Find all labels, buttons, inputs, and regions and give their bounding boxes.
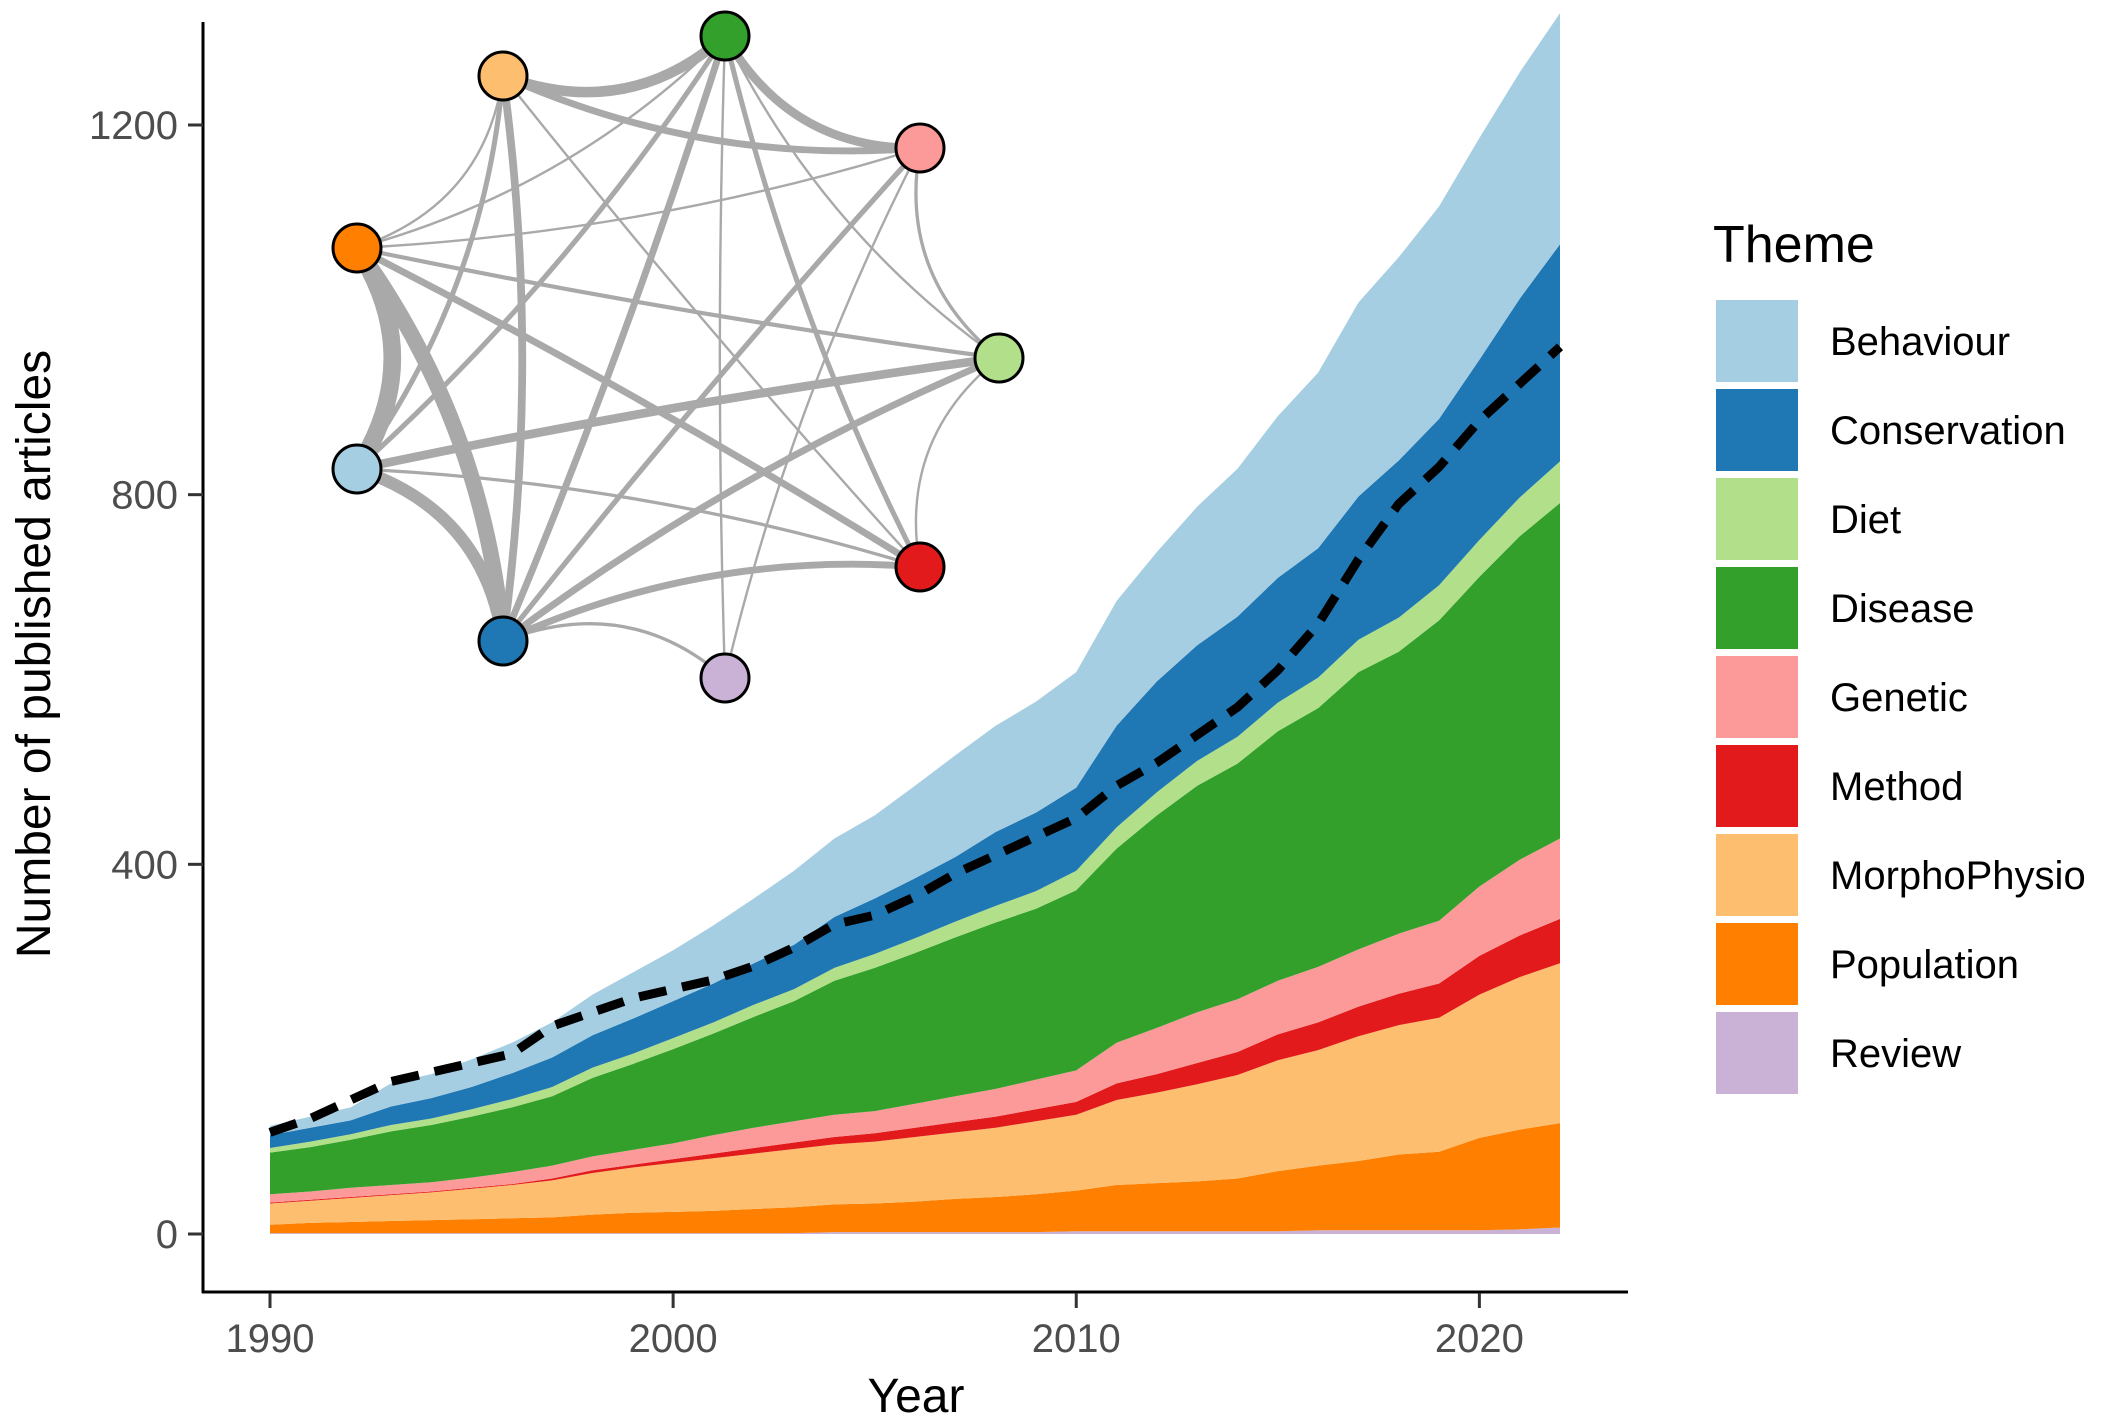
network-node-review xyxy=(699,652,751,704)
y-tick-label: 0 xyxy=(156,1213,178,1257)
network-edge xyxy=(499,32,729,645)
network-edge xyxy=(353,244,924,571)
area-population xyxy=(270,1123,1560,1234)
network-edge xyxy=(718,34,727,680)
legend-label-conservation: Conservation xyxy=(1830,409,2066,453)
network-edge xyxy=(914,356,1001,569)
legend-swatch-diet xyxy=(1716,478,1798,560)
x-tick-label: 2010 xyxy=(1032,1317,1121,1361)
network-edge xyxy=(499,72,527,645)
network-edge xyxy=(352,353,1004,474)
network-edge xyxy=(354,245,1002,361)
y-axis-ticks: 0 400 800 1200 xyxy=(89,104,203,1257)
legend-label-morphophysio: MorphoPhysio xyxy=(1830,854,2086,898)
network-edge xyxy=(355,467,922,569)
legend-label-diet: Diet xyxy=(1830,498,1901,542)
area-morphophysio xyxy=(270,963,1560,1225)
network-edge xyxy=(499,560,924,645)
x-tick-label: 2000 xyxy=(629,1317,718,1361)
network-edges xyxy=(348,30,1004,680)
area-disease xyxy=(270,502,1560,1195)
legend-label-method: Method xyxy=(1830,765,1963,809)
network-edge xyxy=(355,146,922,250)
network-node-genetic xyxy=(894,122,946,174)
legend-swatch-conservation xyxy=(1716,389,1798,471)
network-edge xyxy=(723,34,1001,360)
legend-swatch-method xyxy=(1716,745,1798,827)
network-edge xyxy=(499,354,1003,645)
stacked-areas xyxy=(270,13,1560,1234)
legend-label-population: Population xyxy=(1830,943,2019,987)
legend-label-disease: Disease xyxy=(1830,587,1975,631)
plot-area xyxy=(268,13,1564,1234)
network-node-morphophysio xyxy=(477,50,529,102)
network-edge xyxy=(355,34,727,250)
legend-label-genetic: Genetic xyxy=(1830,676,1968,720)
network-node-diet xyxy=(973,332,1025,384)
network-edge xyxy=(500,145,923,644)
legend-label-review: Review xyxy=(1830,1032,1961,1076)
x-axis-title: Year xyxy=(868,1370,965,1423)
legend-title: Theme xyxy=(1713,216,1875,274)
legend-swatch-behaviour xyxy=(1716,300,1798,382)
network-edge xyxy=(501,74,922,569)
y-tick-label: 800 xyxy=(111,474,178,518)
network-edge xyxy=(355,74,505,250)
network-node-behaviour xyxy=(331,443,383,495)
network-nodes xyxy=(331,10,1025,704)
network-node-population xyxy=(331,222,383,274)
network-edge xyxy=(722,33,923,570)
legend-swatch-review xyxy=(1716,1012,1798,1094)
network-edge xyxy=(354,33,728,472)
area-review xyxy=(270,1227,1560,1234)
y-tick-label: 1200 xyxy=(89,104,178,148)
y-axis-title: Number of published articles xyxy=(8,350,61,958)
theme-network-inset xyxy=(331,10,1025,704)
legend-swatch-population xyxy=(1716,923,1798,1005)
x-axis-ticks: 1990 2000 2010 2020 xyxy=(226,1293,1524,1361)
network-edge xyxy=(723,146,922,680)
axes: 1990 2000 2010 2020 0 400 800 1200 xyxy=(89,22,1628,1361)
network-edge xyxy=(349,240,511,649)
legend-swatch-morphophysio xyxy=(1716,834,1798,916)
legend-label-behaviour: Behaviour xyxy=(1830,320,2010,364)
legend-swatch-genetic xyxy=(1716,656,1798,738)
x-tick-label: 2020 xyxy=(1435,1317,1524,1361)
network-node-disease xyxy=(699,10,751,62)
x-tick-label: 1990 xyxy=(226,1317,315,1361)
legend-swatch-disease xyxy=(1716,567,1798,649)
y-tick-label: 400 xyxy=(111,843,178,887)
network-node-method xyxy=(894,541,946,593)
total-dashed-line xyxy=(268,343,1564,1137)
network-edge xyxy=(914,146,1001,360)
area-genetic xyxy=(270,838,1560,1203)
network-edge xyxy=(499,72,924,155)
network-node-conservation xyxy=(477,615,529,667)
network-edge xyxy=(501,622,727,680)
legend: Theme Behaviour Conservation Diet Disease Ge… xyxy=(1713,216,2086,1094)
network-edge xyxy=(354,73,506,472)
